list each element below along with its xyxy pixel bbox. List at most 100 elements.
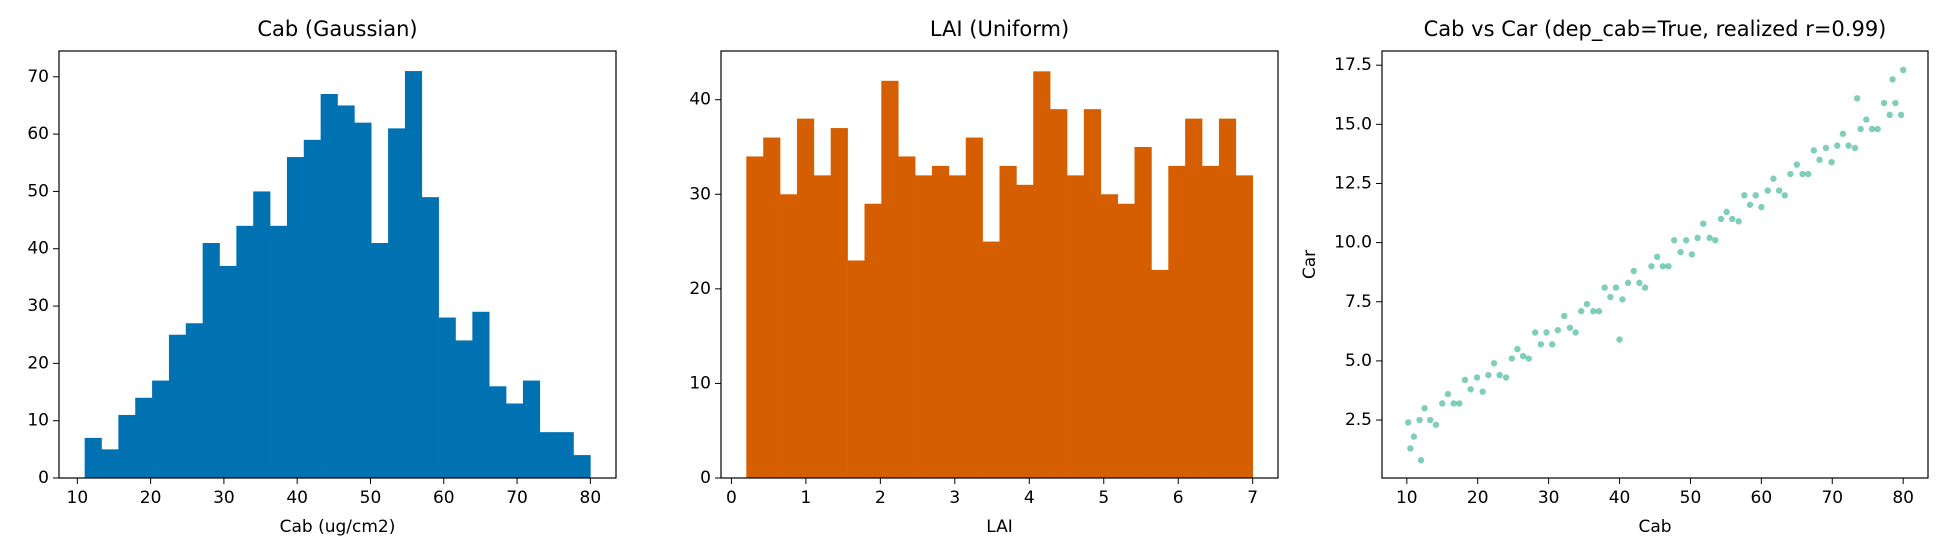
x-tick-label: 5	[1098, 488, 1109, 508]
y-axis-label: Car	[1300, 250, 1320, 279]
point	[1407, 445, 1414, 452]
bar	[337, 105, 355, 479]
point	[1863, 116, 1870, 123]
point	[1694, 234, 1701, 242]
point	[1554, 326, 1562, 334]
point	[1752, 192, 1759, 199]
y-tick-label: 40	[27, 239, 49, 259]
point	[1677, 248, 1684, 256]
y-tick-label: 12.5	[1334, 173, 1372, 193]
bar	[472, 311, 490, 478]
point	[1619, 296, 1626, 303]
chart-title: Cab (Gaussian)	[257, 17, 417, 41]
bar	[354, 122, 372, 479]
bar	[948, 175, 967, 479]
bar	[286, 157, 305, 478]
bar	[763, 137, 781, 478]
bar	[1235, 175, 1253, 479]
bar	[506, 403, 524, 478]
point	[1525, 355, 1532, 362]
bar	[388, 128, 406, 478]
point	[1636, 279, 1643, 287]
point	[1410, 433, 1418, 440]
bar	[999, 165, 1017, 478]
x-tick-label: 70	[1821, 488, 1843, 508]
bar	[864, 203, 882, 478]
y-tick-label: 7.5	[1345, 292, 1372, 312]
point	[1712, 237, 1719, 244]
bar	[931, 165, 950, 478]
bar	[965, 137, 983, 478]
bar	[915, 175, 933, 479]
point	[1665, 263, 1672, 270]
point	[1659, 263, 1667, 270]
bar	[185, 323, 203, 478]
bar	[168, 334, 187, 478]
point	[1590, 308, 1597, 315]
point	[1624, 279, 1632, 287]
point	[1845, 142, 1852, 149]
point	[1853, 95, 1861, 102]
bar	[84, 437, 102, 478]
point	[1874, 125, 1881, 133]
bar	[438, 317, 456, 478]
chart-title: LAI (Uniform)	[930, 17, 1069, 41]
point	[1630, 267, 1637, 275]
point	[1461, 376, 1469, 384]
bar	[1100, 194, 1118, 479]
point	[1735, 218, 1742, 225]
point	[1496, 371, 1503, 379]
bar	[118, 414, 136, 478]
point	[1467, 386, 1474, 393]
bar	[1202, 165, 1220, 478]
x-tick-label: 50	[360, 488, 382, 508]
bar	[202, 243, 220, 478]
point	[1799, 170, 1806, 178]
bar	[746, 156, 764, 478]
point	[1479, 388, 1486, 395]
point	[1793, 161, 1801, 168]
y-tick-label: 15.0	[1334, 114, 1372, 134]
point	[1444, 390, 1452, 398]
y-tick-label: 2.5	[1345, 410, 1372, 430]
point	[1706, 234, 1713, 242]
bar	[813, 175, 831, 479]
point	[1758, 203, 1765, 211]
point	[1700, 220, 1707, 227]
x-tick-label: 80	[1892, 488, 1914, 508]
axes-frame	[1381, 50, 1929, 479]
bar	[101, 449, 119, 478]
point	[1764, 187, 1771, 194]
point	[1851, 144, 1859, 152]
bar	[1016, 184, 1034, 478]
point	[1828, 158, 1835, 166]
point	[1531, 329, 1539, 336]
y-tick-label: 20	[27, 353, 49, 373]
bar	[780, 194, 798, 479]
x-tick-label: 40	[286, 488, 308, 508]
panel: LAI (Uniform) LAI 0 1 2 3 4 5 6 7 0 10 20 30 40	[689, 17, 1279, 537]
bar	[1083, 109, 1102, 479]
bar	[303, 139, 321, 478]
bar	[371, 243, 389, 478]
point	[1616, 336, 1623, 343]
bar	[881, 80, 899, 478]
point	[1439, 400, 1446, 407]
y-tick-label: 40	[689, 90, 711, 110]
point	[1810, 147, 1818, 154]
point	[1566, 324, 1574, 331]
y-tick-label: 30	[689, 184, 711, 204]
point	[1834, 142, 1841, 149]
x-tick-label: 60	[1751, 488, 1773, 508]
bar	[1050, 109, 1068, 479]
x-tick-label: 60	[433, 488, 455, 508]
point	[1880, 99, 1888, 107]
point	[1595, 308, 1603, 315]
point	[1485, 371, 1492, 379]
bar	[455, 340, 473, 478]
point	[1456, 400, 1463, 407]
y-tick-label: 50	[27, 181, 49, 201]
point	[1648, 263, 1655, 270]
point	[1729, 215, 1736, 223]
x-tick-label: 30	[213, 488, 235, 508]
